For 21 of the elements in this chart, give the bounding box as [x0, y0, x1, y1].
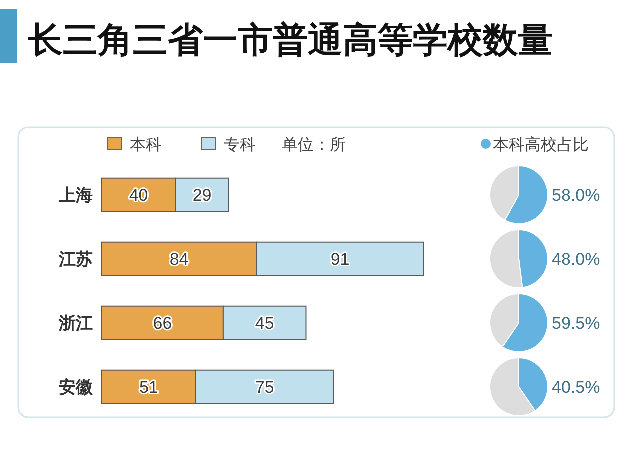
- legend-label: 专科: [224, 136, 256, 154]
- data-label: 40: [129, 186, 148, 205]
- data-label: 45: [255, 314, 274, 333]
- chart-title: 长三角三省一市普通高等学校数量: [27, 21, 553, 60]
- data-label: 29: [192, 186, 212, 205]
- data-label: 75: [255, 378, 274, 397]
- data-label: 59.5%: [552, 314, 600, 333]
- data-label: 91: [330, 250, 350, 269]
- data-label: 51: [139, 378, 158, 397]
- y-tick-label: 上海: [58, 186, 93, 205]
- data-label: 40.5%: [552, 378, 600, 397]
- legend-label: 本科: [130, 136, 162, 154]
- legend-label: 本科高校占比: [493, 136, 589, 154]
- y-tick-label: 浙江: [58, 314, 93, 333]
- data-label: 66: [153, 314, 172, 333]
- y-tick-label: 江苏: [58, 250, 93, 269]
- y-tick-label: 安徽: [59, 378, 94, 397]
- data-label: 58.0%: [552, 186, 600, 205]
- data-label: 48.0%: [552, 250, 600, 269]
- data-label: 84: [170, 250, 189, 269]
- text: 单位：所: [282, 136, 346, 154]
